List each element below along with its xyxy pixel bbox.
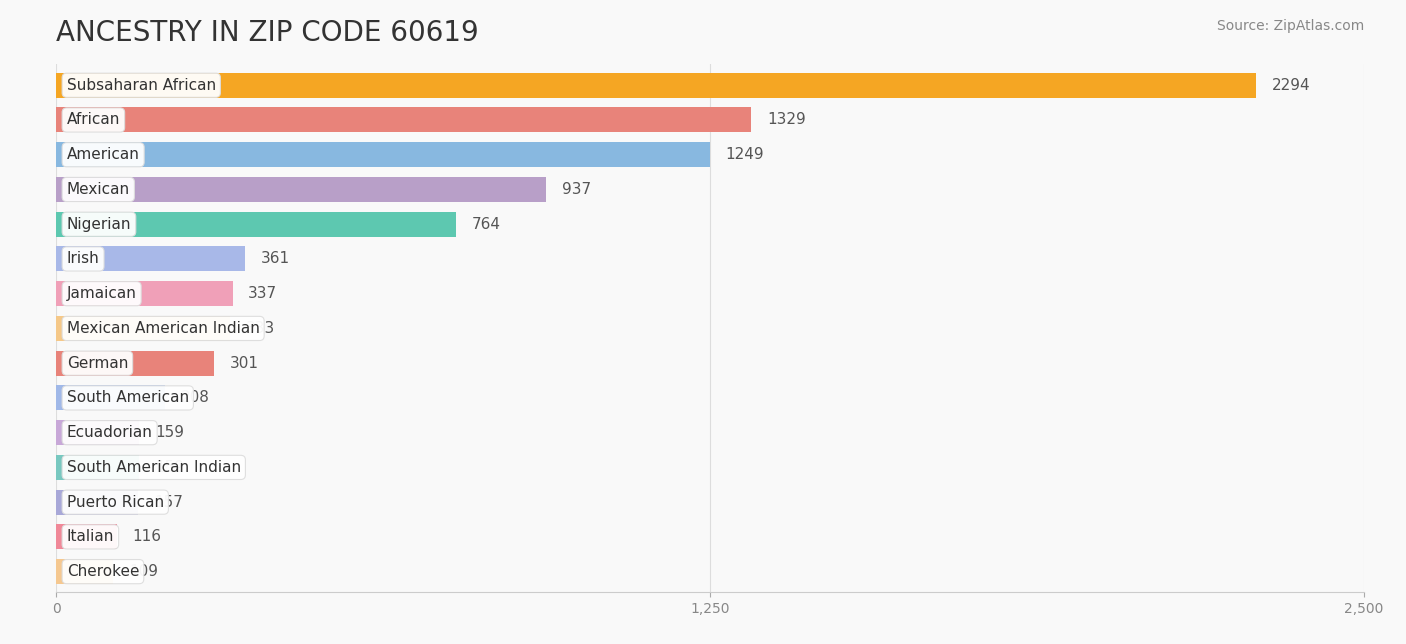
Bar: [56, 73, 1256, 98]
Text: 1249: 1249: [725, 147, 763, 162]
Text: 764: 764: [471, 217, 501, 232]
Text: 109: 109: [129, 564, 157, 579]
Text: 208: 208: [181, 390, 209, 406]
Bar: [56, 351, 214, 375]
Text: 2294: 2294: [1272, 78, 1310, 93]
Text: Mexican: Mexican: [66, 182, 129, 197]
Text: Cherokee: Cherokee: [66, 564, 139, 579]
Bar: [56, 212, 456, 237]
Text: Subsaharan African: Subsaharan African: [66, 78, 217, 93]
Bar: [56, 281, 232, 306]
Text: South American: South American: [66, 390, 188, 406]
Text: Nigerian: Nigerian: [66, 217, 131, 232]
Text: Irish: Irish: [66, 251, 100, 267]
Bar: [56, 559, 114, 584]
Text: American: American: [66, 147, 139, 162]
Text: German: German: [66, 355, 128, 371]
Bar: [56, 524, 117, 549]
Text: ANCESTRY IN ZIP CODE 60619: ANCESTRY IN ZIP CODE 60619: [56, 19, 479, 47]
Bar: [56, 177, 547, 202]
Text: African: African: [66, 113, 120, 128]
Text: Mexican American Indian: Mexican American Indian: [66, 321, 260, 336]
Text: 301: 301: [229, 355, 259, 371]
Bar: [56, 108, 751, 133]
Text: 333: 333: [246, 321, 276, 336]
Text: Source: ZipAtlas.com: Source: ZipAtlas.com: [1216, 19, 1364, 33]
Bar: [56, 247, 245, 272]
Bar: [56, 142, 710, 167]
Bar: [56, 316, 231, 341]
Bar: [56, 489, 138, 515]
Text: 159: 159: [155, 425, 184, 440]
Text: 361: 361: [260, 251, 290, 267]
Text: 116: 116: [132, 529, 162, 544]
Text: Ecuadorian: Ecuadorian: [66, 425, 153, 440]
Text: 337: 337: [249, 286, 277, 301]
Bar: [56, 455, 139, 480]
Text: 1329: 1329: [768, 113, 806, 128]
Bar: [56, 420, 139, 445]
Text: 159: 159: [155, 460, 184, 475]
Text: 157: 157: [155, 495, 183, 509]
Text: 937: 937: [562, 182, 591, 197]
Text: South American Indian: South American Indian: [66, 460, 240, 475]
Text: Puerto Rican: Puerto Rican: [66, 495, 165, 509]
Text: Jamaican: Jamaican: [66, 286, 136, 301]
Bar: [56, 385, 165, 410]
Text: Italian: Italian: [66, 529, 114, 544]
